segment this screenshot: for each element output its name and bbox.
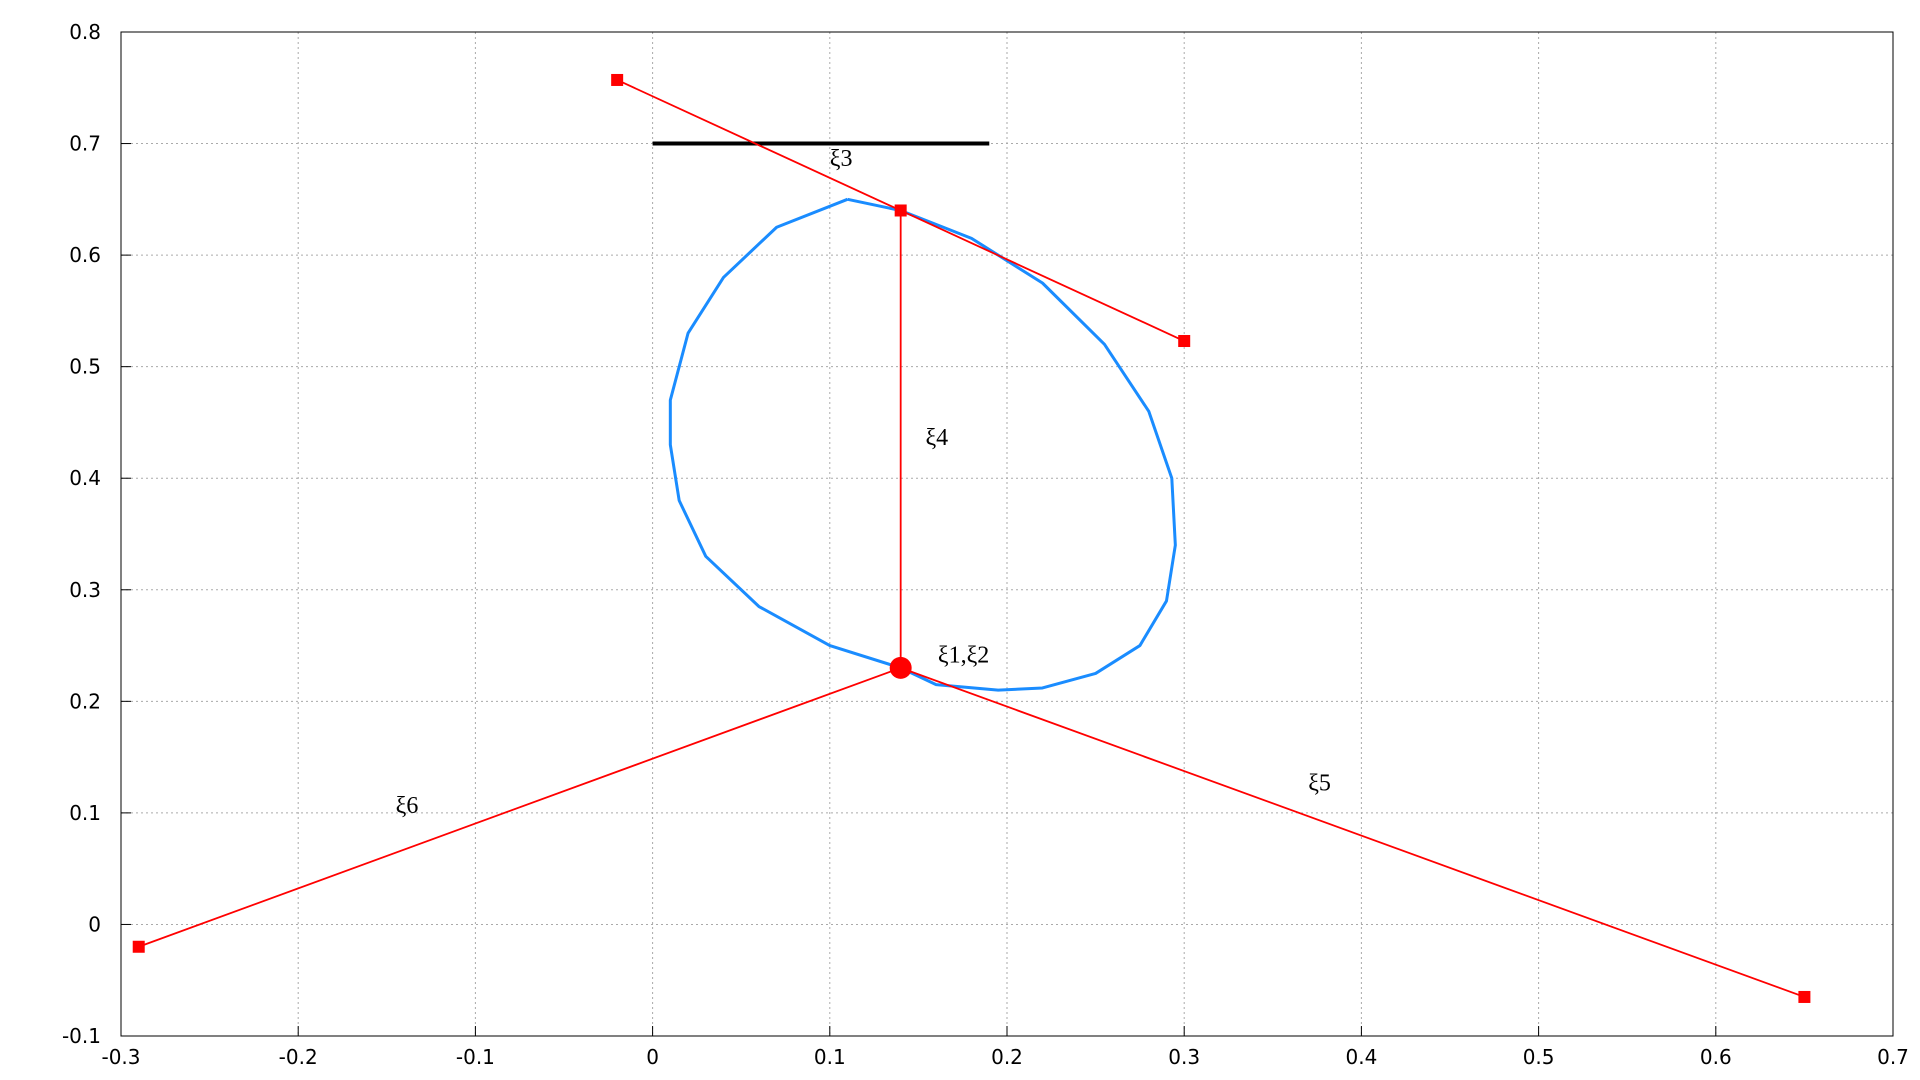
y-tick-label: 0.5 xyxy=(69,355,101,379)
plot-frame xyxy=(120,31,1894,1037)
annotation: ξ3 xyxy=(830,146,853,172)
x-tick-label: 0.7 xyxy=(1877,1045,1909,1069)
y-tick-label: 0.6 xyxy=(69,243,101,267)
series-line xyxy=(900,667,1805,998)
point-marker xyxy=(889,656,912,679)
series-line xyxy=(668,197,1177,692)
point-marker xyxy=(1798,990,1811,1003)
x-tick-label: 0.6 xyxy=(1700,1045,1732,1069)
y-tick-label: -0.1 xyxy=(62,1024,101,1048)
x-tick-label: -0.3 xyxy=(101,1045,140,1069)
x-tick-label: 0.3 xyxy=(1168,1045,1200,1069)
series-line xyxy=(138,667,901,948)
y-tick-label: 0 xyxy=(88,912,101,936)
y-tick-label: 0.4 xyxy=(69,466,101,490)
point-marker xyxy=(132,940,145,953)
x-tick-label: 0.1 xyxy=(814,1045,846,1069)
x-tick-label: 0.2 xyxy=(991,1045,1023,1069)
x-tick-label: 0 xyxy=(646,1045,659,1069)
annotation: ξ5 xyxy=(1308,771,1331,797)
y-tick-label: 0.7 xyxy=(69,132,101,156)
x-tick-label: 0.5 xyxy=(1523,1045,1555,1069)
y-tick-label: 0.8 xyxy=(69,20,101,44)
x-tick-label: -0.1 xyxy=(456,1045,495,1069)
point-marker xyxy=(611,73,624,86)
annotation: ξ6 xyxy=(396,793,419,819)
y-tick-label: 0.1 xyxy=(69,801,101,825)
y-tick-label: 0.3 xyxy=(69,578,101,602)
annotation: ξ4 xyxy=(925,425,948,451)
x-tick-label: 0.4 xyxy=(1345,1045,1377,1069)
annotation: ξ1,ξ2 xyxy=(938,642,989,668)
point-marker xyxy=(1178,335,1191,348)
y-tick-label: 0.2 xyxy=(69,689,101,713)
x-tick-label: -0.2 xyxy=(279,1045,318,1069)
